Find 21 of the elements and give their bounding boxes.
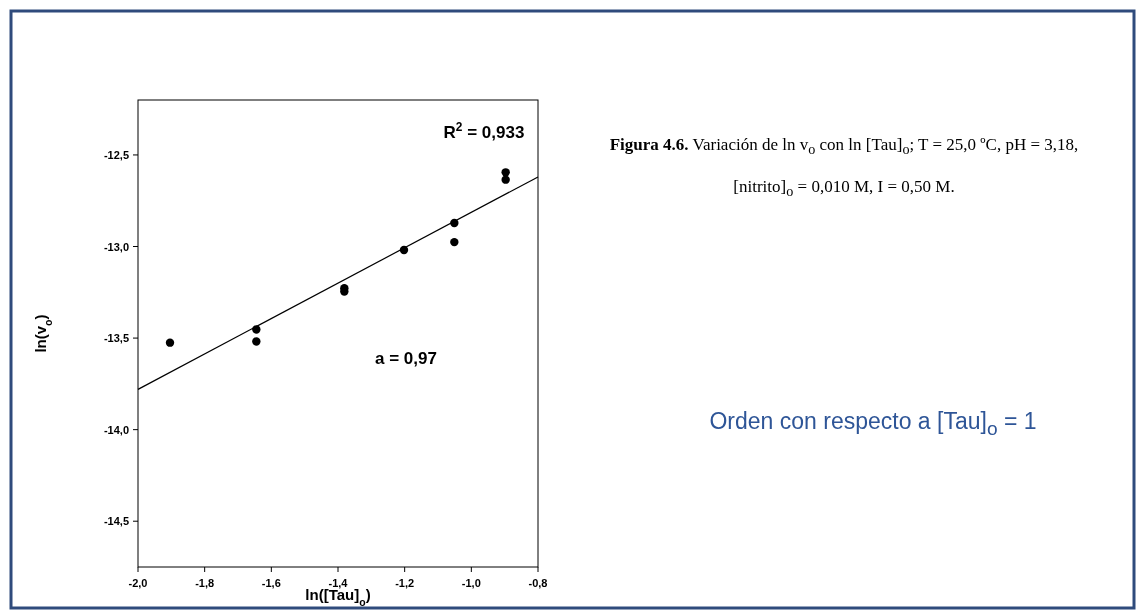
- y-tick-label: -13,0: [103, 240, 129, 253]
- text: Variación de ln v$_{o}$ con ln [Tau]$_{o}$; T = 25,0 ºC, pH = 3,18, [nitrito]$_{o}$ = 0,010 M, I = 0,50 M.: [692, 135, 1079, 200]
- text: Orden con respecto a [Tau]$_{o}$ = 1: [708, 408, 1038, 440]
- annotation: a = 0,97: [375, 349, 437, 368]
- x-tick-label: -1,0: [461, 577, 481, 589]
- point: [165, 338, 175, 347]
- text: Figura 4.6.: [609, 135, 689, 154]
- point: [450, 237, 459, 247]
- x-tick-label: -1,2: [395, 577, 415, 589]
- point: [252, 337, 261, 346]
- point: [501, 168, 510, 177]
- y-tick-label: -14,5: [103, 515, 129, 528]
- x-tick-label: -0,8: [528, 577, 548, 589]
- annotation: R$^{2}$ = 0,933: [443, 120, 525, 142]
- y-tick-label: -12,5: [103, 148, 129, 161]
- x-tick-label: -1,8: [195, 577, 215, 589]
- point: [501, 175, 510, 184]
- x-tick-label: -1,6: [261, 577, 281, 589]
- x-tick-label: -2,0: [128, 577, 148, 589]
- y-tick-label: -13,5: [103, 332, 129, 345]
- y-tick-label: -14,0: [103, 423, 129, 436]
